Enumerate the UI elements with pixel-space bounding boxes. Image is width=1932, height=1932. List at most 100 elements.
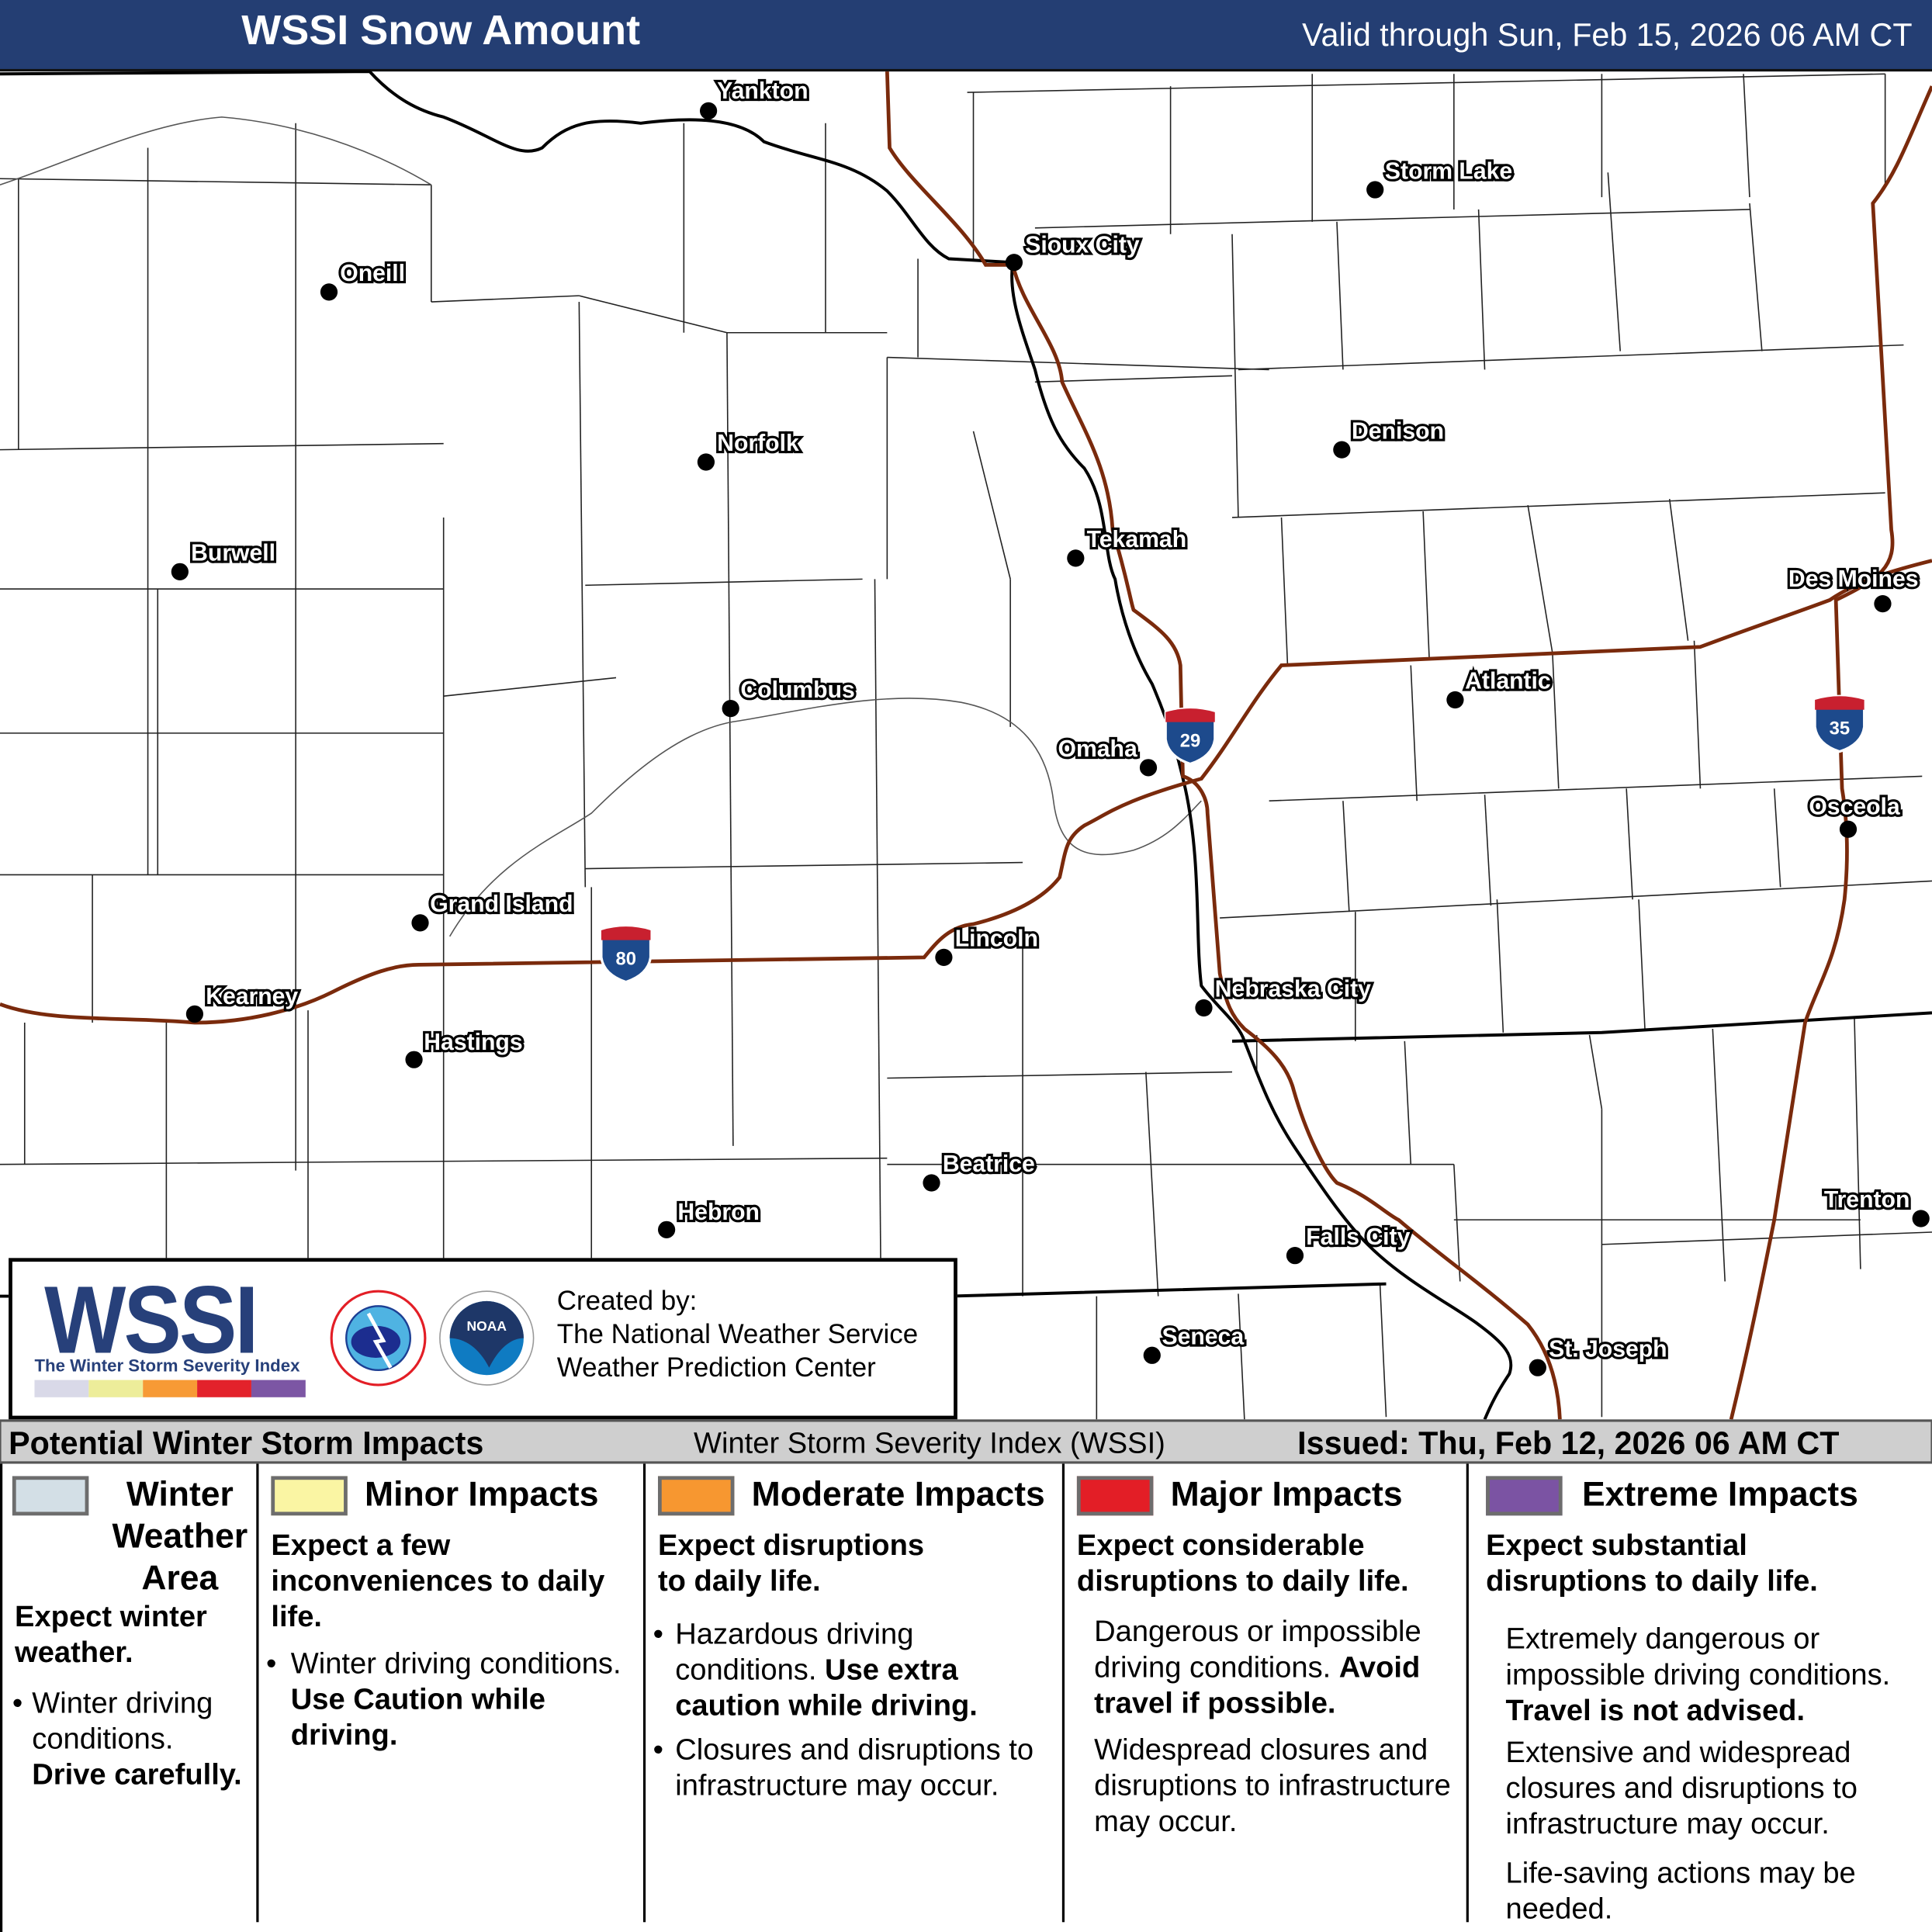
city-marker: St. Joseph	[1529, 1334, 1670, 1376]
category-bullet: Extremely dangerous or impossible drivin…	[1505, 1622, 1891, 1728]
color-swatch	[12, 1476, 89, 1516]
county-line	[1638, 899, 1646, 1030]
color-swatch	[657, 1476, 735, 1516]
county-line	[1342, 801, 1350, 912]
city-label: Lincoln	[955, 926, 1038, 952]
category-summary: Expect substantial disruptions to daily …	[1486, 1529, 1818, 1598]
city-marker: Falls City	[1286, 1222, 1413, 1265]
county-line	[1220, 880, 1932, 919]
legend-col-extreme: Extreme Impacts Expect substantial disru…	[1466, 1463, 1932, 1926]
wssi-logo-box: WSSI The Winter Storm Severity Index NOA…	[9, 1258, 957, 1420]
credit-line: Weather Prediction Center	[556, 1352, 876, 1383]
county-line	[585, 578, 863, 587]
interstate-shield-icon: 35	[1813, 694, 1866, 753]
river-platte	[448, 698, 1202, 937]
city-marker: Lincoln	[935, 923, 1040, 966]
legend-header: Potential Winter Storm Impacts Winter St…	[0, 1419, 1932, 1464]
color-bar-segment	[143, 1380, 198, 1397]
county-line	[967, 73, 1885, 93]
noaa-seal-icon: NOAA	[439, 1290, 535, 1386]
county-line	[1422, 511, 1430, 660]
county-line	[1773, 788, 1781, 888]
city-dot-icon	[699, 102, 718, 120]
legend-col-minor: Minor Impacts Expect a few inconvenience…	[256, 1463, 643, 1923]
city-dot-icon	[411, 914, 429, 932]
interstate-shield-icon: 80	[600, 925, 653, 984]
city-label: Falls City	[1306, 1224, 1410, 1250]
county-line	[1712, 1028, 1726, 1282]
city-dot-icon	[405, 1051, 423, 1068]
county-line	[431, 295, 580, 303]
category-bullet: • Winter driving conditions. Use Caution …	[266, 1647, 621, 1753]
county-line	[1034, 209, 1750, 229]
category-title: Extreme Impacts	[1581, 1474, 1858, 1514]
county-line	[0, 442, 444, 451]
category-bullet: Widespread closures and disruptions to i…	[1094, 1733, 1451, 1839]
city-marker: Hebron	[657, 1197, 762, 1238]
color-bar-segment	[251, 1380, 306, 1397]
city-dot-icon	[1139, 759, 1158, 777]
city-dot-icon	[935, 948, 953, 966]
county-line	[1588, 1034, 1603, 1110]
river-niobrara	[0, 116, 432, 185]
category-bullet: • Closures and disruptions to infrastruct…	[653, 1733, 1034, 1803]
svg-text:29: 29	[1180, 730, 1201, 751]
agency-seals: NOAA	[330, 1290, 535, 1387]
city-dot-icon	[1874, 595, 1892, 613]
county-line	[1145, 1072, 1159, 1297]
color-bar-segment	[34, 1380, 89, 1397]
city-label: Seneca	[1162, 1324, 1244, 1350]
city-marker: Tekamah	[1067, 525, 1189, 567]
city-marker: Sioux City	[1005, 230, 1142, 272]
category-title: Minor Impacts	[365, 1474, 599, 1514]
color-swatch	[1486, 1476, 1563, 1516]
county-line	[1231, 234, 1239, 518]
impact-legend: Winter Weather Area Expect winter weathe…	[0, 1463, 1932, 1932]
city-dot-icon	[722, 699, 739, 718]
interstate-29-route	[885, 71, 1562, 1420]
legend-col-moderate: Moderate Impacts Expect disruptions to d…	[642, 1463, 1062, 1923]
county-line	[874, 579, 882, 1297]
city-marker: Nebraska City	[1195, 975, 1373, 1017]
county-line	[1238, 1293, 1245, 1420]
city-marker: Kearney	[185, 982, 301, 1023]
city-dot-icon	[1005, 254, 1023, 272]
wssi-subtitle: The Winter Storm Severity Index	[34, 1355, 300, 1376]
county-line	[1552, 653, 1560, 789]
city-marker: Beatrice	[923, 1149, 1037, 1192]
category-bullet: • Hazardous driving conditions. Use extra…	[653, 1618, 978, 1723]
county-line	[1743, 74, 1750, 198]
county-line	[1477, 209, 1486, 370]
city-dot-icon	[1333, 441, 1351, 459]
iowa-missouri-border	[1231, 1011, 1932, 1043]
county-line	[1626, 788, 1633, 900]
category-title: Moderate Impacts	[751, 1474, 1045, 1514]
city-label: Hebron	[677, 1200, 760, 1225]
county-line	[1379, 1283, 1387, 1418]
city-dot-icon	[697, 453, 715, 471]
color-swatch	[271, 1476, 348, 1516]
city-marker: Yankton	[699, 76, 811, 120]
county-line	[1410, 665, 1418, 802]
city-label: St. Joseph	[1549, 1336, 1667, 1362]
county-line	[1269, 775, 1923, 802]
county-line	[1601, 1231, 1932, 1245]
nws-seal-icon	[330, 1290, 427, 1387]
county-line	[1280, 517, 1289, 666]
county-line	[1336, 221, 1344, 370]
city-dot-icon	[320, 283, 338, 301]
city-label: Columbus	[740, 677, 854, 703]
county-line	[1749, 203, 1763, 351]
wssi-color-bar	[34, 1380, 306, 1397]
county-lines	[0, 73, 1932, 1420]
city-label: Burwell	[191, 541, 275, 566]
county-line	[887, 1071, 1233, 1079]
county-line	[1404, 1040, 1412, 1165]
city-label: Atlantic	[1465, 669, 1551, 694]
county-line	[0, 178, 431, 185]
city-label: Tekamah	[1087, 527, 1187, 552]
category-summary: Expect a few inconveniences to daily lif…	[271, 1529, 605, 1634]
city-marker: Atlantic	[1446, 667, 1553, 709]
county-line	[1668, 499, 1689, 641]
city-dot-icon	[923, 1174, 940, 1192]
